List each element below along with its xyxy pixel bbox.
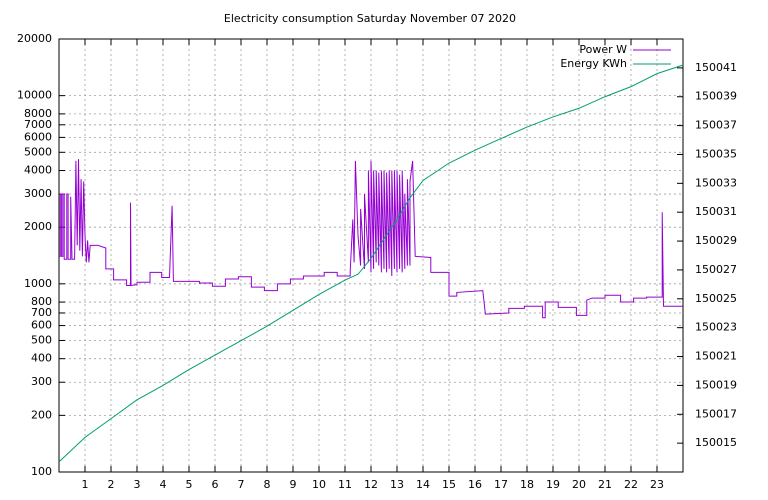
y-tick-label: 500 (31, 333, 52, 346)
y2-tick-label: 150029 (695, 234, 737, 247)
y-tick-label: 200 (31, 408, 52, 421)
x-tick-label: 4 (160, 478, 167, 491)
y2-tick-label: 150017 (695, 407, 737, 420)
x-tick-label: 2 (108, 478, 115, 491)
y-tick-label: 5000 (24, 145, 52, 158)
y2-tick-label: 150027 (695, 263, 737, 276)
y-tick-label: 2000 (24, 220, 52, 233)
x-tick-label: 13 (390, 478, 404, 491)
y-tick-label: 800 (31, 295, 52, 308)
x-tick-label: 9 (290, 478, 297, 491)
y2-tick-label: 150023 (695, 321, 737, 334)
x-tick-label: 1 (82, 478, 89, 491)
x-tick-label: 18 (520, 478, 534, 491)
x-tick-label: 23 (650, 478, 664, 491)
x-tick-label: 21 (598, 478, 612, 491)
y2-tick-label: 150031 (695, 205, 737, 218)
y2-tick-label: 150019 (695, 378, 737, 391)
chart-title: Electricity consumption Saturday Novembe… (224, 12, 516, 25)
y-tick-label: 100 (31, 465, 52, 478)
y-tick-label: 1000 (24, 277, 52, 290)
y2-tick-label: 150035 (695, 147, 737, 160)
x-tick-label: 8 (264, 478, 271, 491)
y-tick-label: 700 (31, 306, 52, 319)
x-tick-label: 12 (364, 478, 378, 491)
y2-tick-label: 150021 (695, 350, 737, 363)
x-tick-label: 3 (134, 478, 141, 491)
x-tick-label: 19 (546, 478, 560, 491)
x-tick-label: 5 (186, 478, 193, 491)
y-tick-label: 600 (31, 319, 52, 332)
y2-tick-label: 150041 (695, 61, 737, 74)
series-line (59, 159, 683, 319)
y-tick-label: 6000 (24, 130, 52, 143)
x-tick-label: 17 (494, 478, 508, 491)
y2-tick-label: 150037 (695, 119, 737, 132)
y2-tick-label: 150039 (695, 90, 737, 103)
x-tick-label: 16 (468, 478, 482, 491)
y-tick-label: 300 (31, 375, 52, 388)
x-tick-label: 7 (238, 478, 245, 491)
y2-tick-label: 150033 (695, 176, 737, 189)
legend-label: Power W (579, 43, 627, 56)
y-tick-label: 400 (31, 352, 52, 365)
x-tick-label: 20 (572, 478, 586, 491)
x-tick-label: 15 (442, 478, 456, 491)
x-tick-label: 14 (416, 478, 430, 491)
y-tick-label: 8000 (24, 107, 52, 120)
x-tick-label: 11 (338, 478, 352, 491)
y-tick-label: 3000 (24, 187, 52, 200)
legend-label: Energy KWh (560, 57, 627, 70)
y-tick-label: 4000 (24, 164, 52, 177)
x-tick-label: 10 (312, 478, 326, 491)
x-tick-label: 6 (212, 478, 219, 491)
y-tick-label: 20000 (17, 32, 52, 45)
series-line (58, 64, 684, 463)
y-tick-label: 10000 (17, 89, 52, 102)
x-tick-label: 22 (624, 478, 638, 491)
y2-tick-label: 150025 (695, 292, 737, 305)
y-tick-label: 7000 (24, 118, 52, 131)
y2-tick-label: 150015 (695, 436, 737, 449)
